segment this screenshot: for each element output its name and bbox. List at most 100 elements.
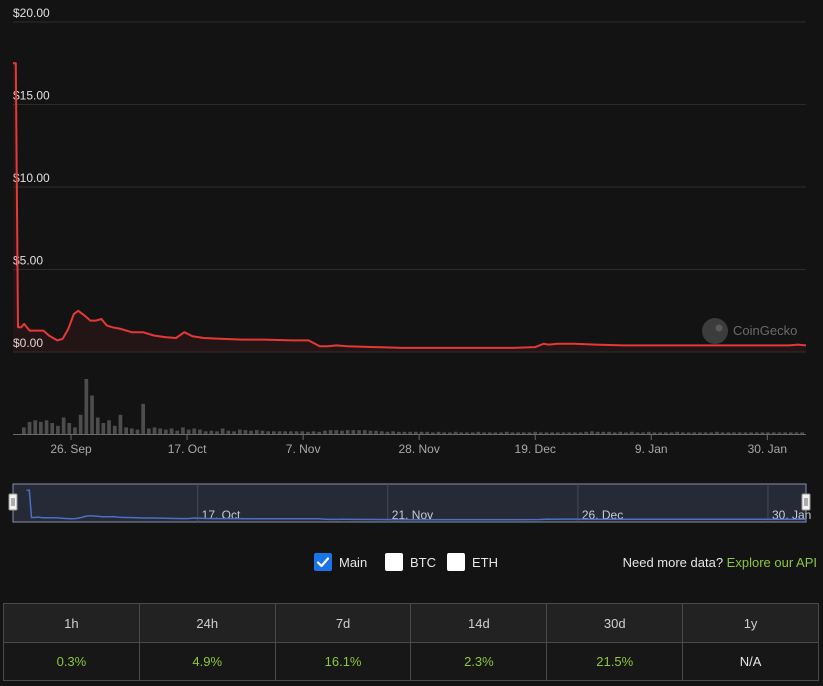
volume-bar <box>635 432 640 434</box>
performance-header-row: 1h 24h 7d 14d 30d 1y <box>3 603 819 643</box>
header-1y: 1y <box>682 603 819 643</box>
checkbox-btc[interactable]: BTC <box>385 553 436 571</box>
header-30d: 30d <box>546 603 684 643</box>
volume-bar <box>306 431 310 434</box>
volume-bar <box>232 431 236 435</box>
volume-bar <box>720 432 725 434</box>
btc-checkbox-label[interactable]: BTC <box>410 554 436 570</box>
volume-bar <box>300 431 305 435</box>
price-chart[interactable]: $20.00 $15.00 $10.00 $5.00 $0.00 26. Sep 17. … <box>0 0 823 545</box>
volume-bar <box>215 431 219 435</box>
navigator-handle-left[interactable] <box>8 493 18 511</box>
volume-bar <box>73 427 77 434</box>
volume-bar <box>692 432 697 434</box>
price-area <box>13 63 806 353</box>
volume-bar <box>56 425 60 435</box>
explore-api-link[interactable]: Explore our API <box>726 555 817 570</box>
volume-bar <box>243 430 248 434</box>
volume-bar <box>249 430 253 434</box>
volume-bar <box>629 431 634 434</box>
volume-bar <box>601 431 606 434</box>
volume-bar <box>504 431 509 434</box>
price-series[interactable] <box>13 62 807 353</box>
volume-bar <box>84 379 89 434</box>
volume-bar <box>289 431 293 435</box>
volume-bar <box>590 431 594 435</box>
volume-bar <box>22 427 26 434</box>
checkbox-main[interactable]: Main <box>314 553 367 571</box>
volume-bar <box>453 431 458 434</box>
navigator-line <box>26 489 807 521</box>
volume-bar <box>681 432 685 434</box>
volume-bar <box>749 432 753 434</box>
volume-bar <box>789 432 793 434</box>
volume-bar <box>584 431 589 434</box>
performance-value-row: 0.3% 4.9% 16.1% 2.3% 21.5% N/A <box>3 642 819 681</box>
checkbox-eth[interactable]: ETH <box>447 553 498 571</box>
volume-bar <box>595 431 600 434</box>
volume-bar <box>794 432 799 434</box>
x-tick-label: 9. Jan <box>635 442 668 456</box>
volume-bar <box>499 432 503 434</box>
volume-bar <box>612 432 617 434</box>
volume-bar <box>550 432 554 434</box>
volume-bar <box>226 430 231 434</box>
volume-bar <box>641 432 645 434</box>
volume-bar <box>539 432 543 434</box>
volume-bar <box>521 432 526 434</box>
navigator-handle-right[interactable] <box>801 493 811 511</box>
x-tick-label: 17. Oct <box>168 442 207 456</box>
volume-bar <box>294 431 299 435</box>
volume-bar <box>254 430 259 434</box>
volume-bar <box>101 423 106 434</box>
navigator[interactable]: 17. Oct 21. Nov 26. Dec 30. Jan <box>8 483 811 523</box>
volume-bar <box>754 432 759 434</box>
volume-bar <box>709 432 714 434</box>
y-tick-label: $10.00 <box>13 171 50 185</box>
volume-bar <box>209 430 214 434</box>
y-axis-ticks: $20.00 $15.00 $10.00 $5.00 $0.00 <box>13 6 50 350</box>
main-checkbox[interactable] <box>314 553 332 571</box>
volume-bar <box>78 414 83 435</box>
volume-bar <box>164 429 168 434</box>
volume-bar <box>33 420 38 435</box>
volume-bar <box>61 417 66 434</box>
volume-bar <box>658 432 662 434</box>
btc-checkbox[interactable] <box>385 553 403 571</box>
header-7d: 7d <box>274 603 412 643</box>
volume-bar <box>715 431 719 434</box>
volume-bar <box>112 425 117 435</box>
volume-bar <box>272 431 276 435</box>
volume-bar <box>67 423 72 434</box>
volume-bar <box>487 432 492 434</box>
y-tick-label: $0.00 <box>13 336 43 350</box>
volume-bar <box>561 432 566 434</box>
price-line[interactable] <box>13 62 807 349</box>
volume-bar <box>351 430 356 434</box>
value-1y: N/A <box>682 642 819 681</box>
x-tick-label: 7. Nov <box>286 442 321 456</box>
volume-bar <box>771 432 776 434</box>
volume-bar <box>379 431 384 435</box>
eth-checkbox-label[interactable]: ETH <box>472 554 498 570</box>
volume-bar <box>743 432 748 434</box>
x-tick-label: 30. Jan <box>748 442 787 456</box>
volume-bar <box>402 431 407 434</box>
y-tick-label: $20.00 <box>13 6 50 20</box>
api-prompt-text: Need more data? <box>622 555 724 570</box>
volume-bar <box>129 428 134 434</box>
eth-checkbox[interactable] <box>447 553 465 571</box>
volume-bar <box>425 431 430 434</box>
volume-bar <box>419 431 424 434</box>
main-checkbox-label[interactable]: Main <box>339 554 368 570</box>
volume-bar <box>414 431 418 434</box>
y-tick-label: $15.00 <box>13 89 50 103</box>
volume-bar <box>800 432 804 434</box>
volume-bar <box>152 427 157 434</box>
volume-bar <box>573 432 577 434</box>
volume-bar <box>27 421 32 434</box>
navigator-label: 17. Oct <box>202 508 241 522</box>
volume-bar <box>783 432 787 434</box>
volume-bar <box>345 430 350 434</box>
volume-bar <box>220 428 225 434</box>
